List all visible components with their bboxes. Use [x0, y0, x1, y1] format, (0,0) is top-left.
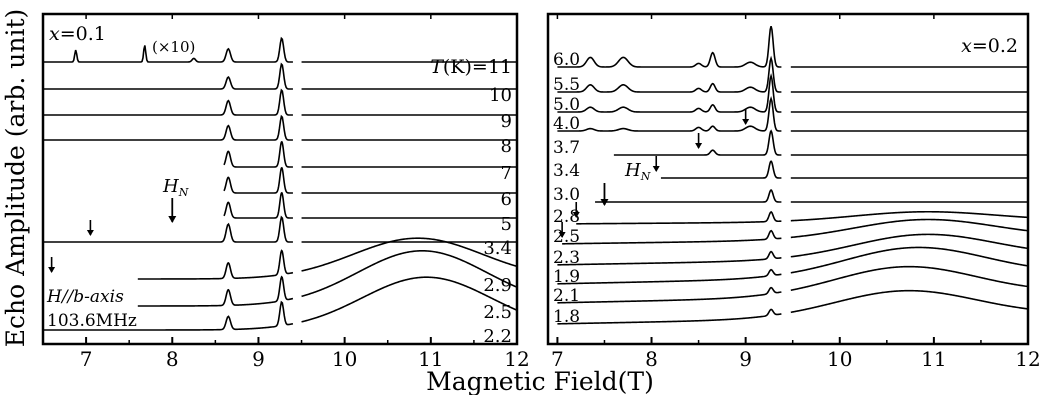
right-panel-label: x=0.2 — [961, 35, 1018, 57]
right-panel-frame — [546, 12, 1030, 346]
left-panel: 10 9 8 7 6 5 3.4 2.9 2.5 2.2 7 8 9 10 11 12 x=0.1 (×10… — [41, 12, 530, 371]
x-tick-label: 8 — [645, 347, 658, 371]
x-tick-label: 10 — [827, 347, 852, 371]
transition-arrow-head — [695, 143, 703, 149]
spectrum-trace-7-seg0 — [223, 140, 293, 168]
left-traces: 10 9 8 7 6 5 3.4 2.9 2.5 2.2 — [43, 36, 518, 347]
spectrum-trace-4.0-seg0 — [557, 95, 782, 132]
temperature-label: 10 — [489, 85, 512, 106]
x-tick-label: 12 — [1015, 347, 1040, 371]
x-tick-label: 9 — [252, 347, 265, 371]
spectrum-trace-10-seg0 — [43, 62, 293, 90]
x-tick-label: 11 — [418, 347, 443, 371]
left-scale-note: (×10) — [152, 38, 195, 56]
spectrum-trace-3.4-seg0 — [43, 215, 293, 243]
temperature-label: 3.4 — [483, 238, 512, 259]
temperature-label: 5.0 — [553, 95, 580, 115]
left-x-ticks: 7 8 9 10 11 12 — [42, 14, 530, 371]
transition-arrow-head — [86, 230, 94, 236]
spectrum-trace-2.8-seg0 — [576, 210, 782, 225]
left-panel-frame — [41, 12, 519, 346]
spectrum-trace-2.3-seg1 — [790, 233, 1029, 258]
spectrum-trace-2.5-seg1 — [301, 250, 518, 298]
transition-arrow-head — [742, 119, 750, 125]
x-tick-label: 12 — [504, 347, 529, 371]
spectrum-trace-2.8-seg1 — [790, 210, 1029, 222]
temperature-label: 5 — [501, 214, 512, 235]
spectrum-trace-1.9-seg1 — [790, 246, 1029, 274]
transition-arrow-head — [558, 232, 566, 238]
spectrum-trace-2.2-seg1 — [301, 276, 518, 323]
spectrum-trace-8-seg0 — [43, 114, 293, 141]
temperature-label: 4.0 — [553, 114, 580, 134]
spectrum-trace-2.3-seg0 — [557, 250, 782, 266]
temperature-label: 6.0 — [553, 50, 580, 70]
spectrum-trace-1.9-seg0 — [557, 268, 782, 285]
temperature-label: 6 — [501, 189, 512, 210]
spectrum-trace-3.7-seg0 — [613, 129, 782, 156]
hn-arrow-head — [600, 199, 609, 206]
temperature-label: 2.9 — [483, 275, 512, 296]
x-axis-label: Magnetic Field(T) — [426, 367, 654, 395]
spectrum-trace-5.5-seg0 — [557, 55, 782, 93]
left-temperature-header: T(K)=11 — [430, 56, 512, 78]
spectrum-trace-2.5-seg0 — [137, 275, 294, 307]
hn-arrow-head — [168, 216, 177, 223]
temperature-label: 2.5 — [553, 227, 580, 247]
temperature-label: 1.9 — [553, 267, 580, 287]
spectrum-trace-5-seg0 — [223, 191, 293, 219]
right-x-ticks: 7 8 9 10 11 12 — [551, 14, 1040, 371]
temperature-label: 2.2 — [483, 326, 512, 347]
right-traces: 6.05.55.04.03.73.43.02.82.52.31.92.11.8 — [553, 25, 1029, 327]
temperature-label: 3.4 — [553, 161, 580, 181]
temperature-label: 8 — [501, 136, 512, 157]
spectrum-trace-3.0-seg0 — [595, 189, 782, 203]
spectrum-trace-11-seg0 — [43, 36, 293, 63]
transition-arrow-head — [572, 212, 580, 218]
right-panel: 6.05.55.04.03.73.43.02.82.52.31.92.11.8 … — [546, 12, 1040, 371]
left-frequency-label: 103.6MHz — [47, 311, 137, 331]
temperature-label: 9 — [501, 111, 512, 132]
spectrum-trace-3.4-seg0 — [660, 160, 782, 179]
spectrum-trace-2.9-seg0 — [137, 249, 294, 280]
temperature-label: 1.8 — [553, 307, 580, 327]
spectrum-trace-2.2-seg0 — [43, 300, 294, 331]
left-hn-label: HN — [162, 176, 189, 199]
temperature-label: 3.0 — [553, 185, 580, 205]
left-orientation-label: H//b-axis — [46, 287, 124, 307]
y-axis-label: Echo Amplitude (arb. unit) — [1, 9, 30, 348]
x-tick-label: 8 — [166, 347, 179, 371]
temperature-label: 5.5 — [553, 75, 580, 95]
temperature-label: 2.5 — [483, 302, 512, 323]
x-tick-label: 11 — [921, 347, 946, 371]
spectrum-trace-9-seg0 — [43, 88, 293, 116]
transition-arrow-head — [48, 267, 56, 273]
spectrum-trace-2.5-seg1 — [790, 218, 1029, 239]
right-hn-label: HN — [624, 160, 651, 183]
spectrum-trace-1.8-seg1 — [790, 289, 1029, 314]
spectrum-trace-2.5-seg0 — [562, 229, 782, 245]
temperature-label: 2.3 — [553, 248, 580, 268]
x-tick-label: 9 — [739, 347, 752, 371]
spectrum-trace-6-seg0 — [223, 166, 293, 194]
spectrum-trace-5.0-seg0 — [557, 73, 782, 113]
spectrum-trace-2.1-seg0 — [557, 286, 782, 304]
x-tick-label: 10 — [332, 347, 357, 371]
spectrum-trace-6.0-seg0 — [557, 25, 782, 68]
spectrum-trace-1.8-seg0 — [557, 308, 782, 325]
temperature-label: 3.7 — [553, 138, 580, 158]
transition-arrow-head — [652, 166, 660, 172]
spectrum-trace-2.9-seg1 — [301, 237, 518, 272]
temperature-label: 7 — [501, 163, 512, 184]
spectrum-trace-2.1-seg1 — [790, 265, 1029, 292]
left-panel-label: x=0.1 — [49, 23, 106, 45]
x-tick-label: 7 — [551, 347, 564, 371]
x-tick-label: 7 — [80, 347, 93, 371]
temperature-label: 2.1 — [553, 286, 580, 306]
